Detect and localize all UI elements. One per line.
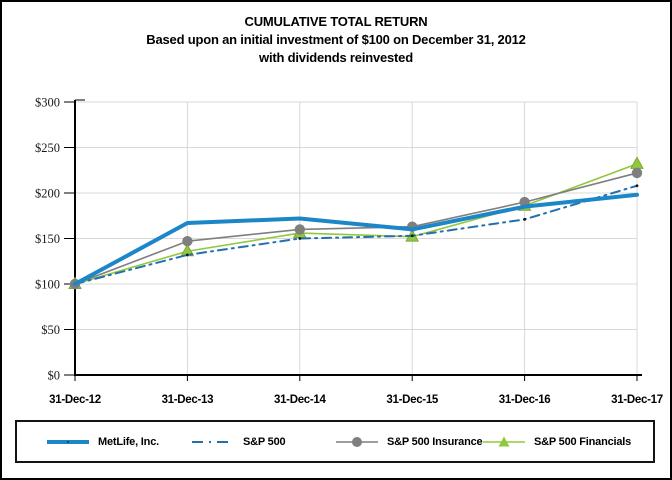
- chart-title-block: CUMULATIVE TOTAL RETURN Based upon an in…: [2, 13, 670, 67]
- series-line: [74, 163, 638, 285]
- sp500-data-point: [298, 237, 302, 240]
- x-axis-label: 31-Dec-16: [499, 394, 551, 406]
- series-line: [74, 184, 638, 285]
- chart-subtitle-line2: with dividends reinvested: [259, 50, 413, 65]
- y-axis-label: $50: [41, 323, 60, 337]
- series-line: [74, 172, 638, 285]
- legend-swatch-small-dot-line-icon: [192, 440, 234, 443]
- y-axis-label: $300: [35, 96, 60, 110]
- legend-label: S&P 500 Insurance: [387, 435, 483, 448]
- y-axis-label: $100: [35, 278, 60, 292]
- financials-data-point: [630, 156, 644, 169]
- sp500-data-point: [635, 184, 639, 188]
- sp500-data-point: [186, 253, 189, 257]
- legend-swatch-triangle-line-icon: [483, 436, 525, 446]
- legend-item-2: S&P 500: [192, 422, 286, 461]
- sp500-data-point: [523, 217, 526, 221]
- sp500-data-point: [410, 234, 414, 238]
- x-axis-label: 31-Dec-17: [611, 394, 663, 406]
- chart-subtitle-line1: Based upon an initial investment of $100…: [146, 32, 526, 47]
- insurance-data-point: [631, 167, 643, 179]
- x-axis-label: 31-Dec-14: [274, 394, 327, 406]
- legend-label: S&P 500 Financials: [534, 435, 632, 448]
- y-axis-label: $150: [35, 232, 60, 246]
- legend-label: MetLife, Inc.: [98, 435, 159, 448]
- insurance-data-point: [294, 224, 305, 235]
- chart-title: CUMULATIVE TOTAL RETURN: [244, 14, 428, 29]
- legend-item-4: S&P 500 Financials: [483, 422, 631, 461]
- legend-item-3: S&P 500 Insurance: [336, 422, 483, 461]
- y-axis-label: $250: [35, 141, 60, 155]
- chart-legend: MetLife, Inc. S&P 500 S&P 500 Insurance S&P…: [15, 420, 655, 463]
- x-axis-label: 31-Dec-15: [386, 394, 439, 406]
- legend-item-1: MetLife, Inc.: [47, 422, 159, 461]
- x-axis-label: 31-Dec-12: [49, 394, 101, 406]
- legend-swatch-none-line-icon: [47, 439, 89, 444]
- legend-swatch-circle-line-icon: [336, 436, 378, 447]
- y-axis-label: $200: [35, 187, 60, 201]
- series-line: [73, 192, 639, 286]
- insurance-data-point: [182, 236, 193, 247]
- x-axis-label: 31-Dec-13: [162, 394, 214, 406]
- y-axis-label: $0: [48, 369, 61, 383]
- legend-label: S&P 500: [243, 435, 286, 448]
